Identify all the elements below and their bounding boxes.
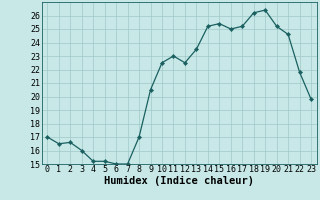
X-axis label: Humidex (Indice chaleur): Humidex (Indice chaleur) [104,176,254,186]
